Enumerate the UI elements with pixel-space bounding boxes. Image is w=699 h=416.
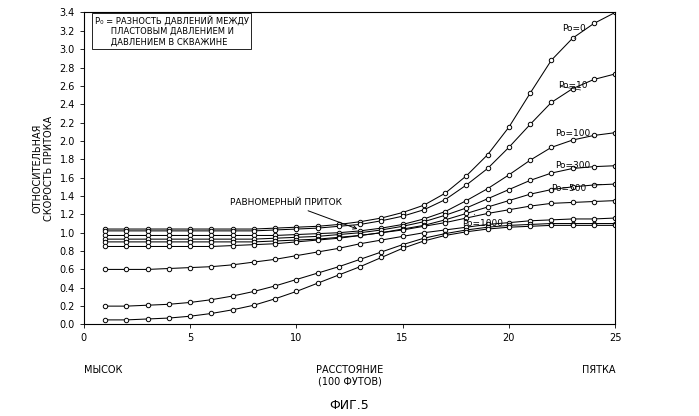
Text: ФИГ.5: ФИГ.5 bbox=[330, 399, 369, 412]
Text: Po=1000: Po=1000 bbox=[462, 214, 503, 228]
Text: Po=10: Po=10 bbox=[558, 82, 587, 90]
Y-axis label: ОТНОСИТЕЛЬНАЯ
СКОРОСТЬ ПРИТОКА: ОТНОСИТЕЛЬНАЯ СКОРОСТЬ ПРИТОКА bbox=[32, 116, 54, 221]
Text: Po=0: Po=0 bbox=[562, 25, 586, 38]
Text: Po=500: Po=500 bbox=[552, 184, 602, 193]
Text: ПЯТКА: ПЯТКА bbox=[582, 365, 615, 375]
Text: МЫСОК: МЫСОК bbox=[84, 365, 122, 375]
Text: Po=100: Po=100 bbox=[556, 129, 594, 138]
Text: РАВНОМЕРНЫЙ ПРИТОК: РАВНОМЕРНЫЙ ПРИТОК bbox=[230, 198, 356, 229]
Text: РАССТОЯНИЕ
(100 ФУТОВ): РАССТОЯНИЕ (100 ФУТОВ) bbox=[316, 365, 383, 386]
Text: Po=300: Po=300 bbox=[556, 161, 598, 170]
Text: P₀ = РАЗНОСТЬ ДАВЛЕНИЙ МЕЖДУ
      ПЛАСТОВЫМ ДАВЛЕНИЕМ И
      ДАВЛЕНИЕМ В СКВАЖ: P₀ = РАЗНОСТЬ ДАВЛЕНИЙ МЕЖДУ ПЛАСТОВЫМ Д… bbox=[94, 15, 249, 46]
